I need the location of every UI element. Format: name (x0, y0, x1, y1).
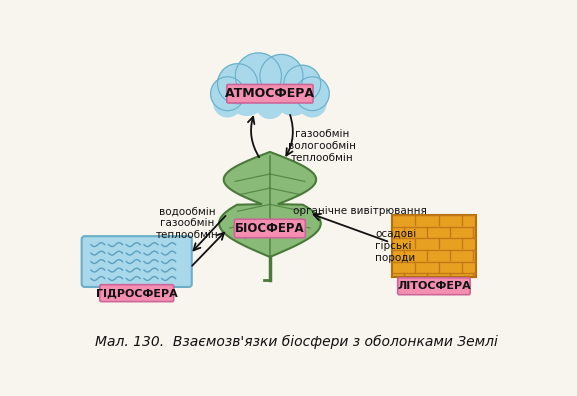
FancyBboxPatch shape (227, 84, 313, 103)
Circle shape (298, 89, 326, 117)
Text: водообмін
газообмін
теплообмін: водообмін газообмін теплообмін (156, 206, 219, 240)
Text: ГІДРОСФЕРА: ГІДРОСФЕРА (96, 288, 178, 298)
Text: БІОСФЕРА: БІОСФЕРА (235, 222, 305, 235)
Text: АТМОСФЕРА: АТМОСФЕРА (225, 87, 315, 100)
Text: Мал. 130.  Взаємозв'язки біосфери з оболонками Землі: Мал. 130. Взаємозв'язки біосфери з оболо… (95, 335, 499, 349)
Polygon shape (219, 152, 321, 257)
FancyBboxPatch shape (392, 215, 475, 277)
Circle shape (284, 65, 321, 102)
Circle shape (275, 78, 312, 115)
FancyBboxPatch shape (398, 278, 470, 295)
Text: осадові
гірські
породи: осадові гірські породи (376, 230, 417, 263)
FancyBboxPatch shape (234, 219, 305, 238)
FancyBboxPatch shape (82, 236, 192, 287)
Text: органічне вивітрювання: органічне вивітрювання (293, 206, 427, 216)
Circle shape (260, 54, 303, 97)
Circle shape (256, 91, 284, 118)
Text: ЛІТОСФЕРА: ЛІТОСФЕРА (397, 281, 471, 291)
Circle shape (218, 64, 257, 104)
Circle shape (213, 89, 241, 117)
Text: газообмін
вологообмін
теплообмін: газообмін вологообмін теплообмін (288, 129, 356, 163)
Circle shape (235, 53, 282, 99)
Circle shape (211, 77, 245, 110)
FancyBboxPatch shape (100, 285, 174, 302)
Circle shape (252, 78, 288, 115)
Circle shape (228, 78, 265, 115)
Circle shape (295, 77, 329, 110)
